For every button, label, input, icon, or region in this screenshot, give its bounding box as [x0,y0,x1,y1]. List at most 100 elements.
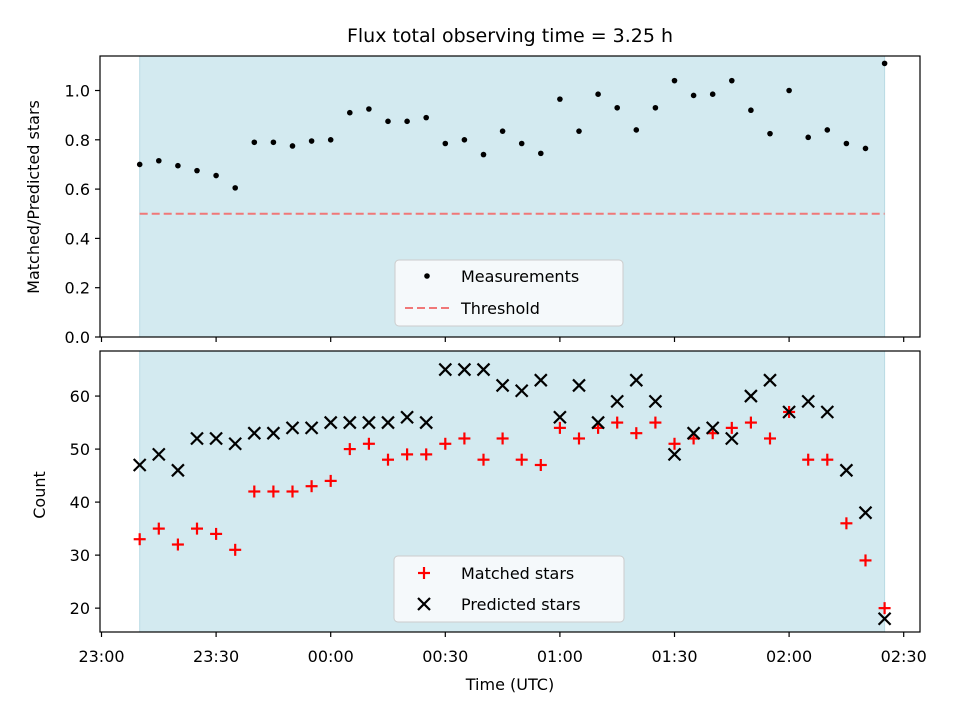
predicted-point [228,437,242,451]
predicted-point [495,378,510,393]
predicted-point [820,405,835,419]
predicted-point [667,447,682,462]
matched-point [439,437,452,450]
bottom-y-tick-label: 20 [70,599,90,618]
top-y-axis-label: Matched/Predicted stars [24,100,43,294]
bottom-y-tick-label: 40 [70,493,90,512]
measurement-point [175,162,181,169]
measurement-point [595,91,601,98]
measurement-point [366,106,372,112]
top-plot-frame [99,55,921,338]
predicted-point [591,415,605,430]
matched-point [286,485,299,498]
predicted-point [858,505,873,520]
measurement-point [480,151,487,158]
top-x-ticks [100,337,905,342]
x-axis-label: Time (UTC) [465,675,554,694]
predicted-point [266,426,281,440]
predicted-point [629,373,644,387]
predicted-point [381,415,395,430]
predicted-point [171,463,185,478]
predicted-point [553,410,567,425]
predicted-point [686,426,701,440]
top-panel: 0.0 0.2 0.4 0.6 0.8 1.0 Matched/Predicted sta… [24,55,921,347]
predicted-point [763,373,777,387]
predicted-point [419,415,433,430]
bottom-y-axis-label: Count [30,471,49,519]
matched-point [458,432,471,445]
matched-point [171,538,184,551]
measurement-point [499,128,506,134]
measurement-point [347,109,353,116]
top-legend: Measurements Threshold [394,259,624,327]
x-tick-label: 00:30 [422,647,468,666]
legend-matched: Matched stars [461,564,574,583]
matched-point [534,458,547,471]
matched-point [305,480,318,493]
matched-point [362,437,375,450]
predicted-point [323,415,338,430]
matched-point [630,427,643,440]
matched-point [725,421,738,434]
matched-point [764,432,776,445]
predicted-point [152,447,166,462]
measurement-point [442,140,449,147]
legend-predicted: Predicted stars [461,595,581,614]
top-y-tick-label: 0.4 [65,229,90,248]
measurement-point [843,140,850,147]
chart-title: Flux total observing time = 3.25 h [347,25,673,47]
measurement-point [194,167,200,174]
x-tick-label: 23:00 [78,647,124,666]
matched-point [744,416,757,429]
legend-measurements: Measurements [461,267,579,286]
measurement-point [805,134,811,141]
predicted-point [132,458,147,472]
predicted-point [190,431,204,446]
top-y-tick-label: 0.8 [65,131,90,150]
matched-point [802,453,815,466]
top-y-tick-label: 0.0 [65,328,90,347]
matched-point [382,453,394,466]
predicted-point [725,431,739,446]
measurement-point [748,107,754,114]
measurement-point [232,185,238,191]
predicted-point [457,362,472,377]
bottom-y-axis: 20 30 40 50 60 [70,387,100,618]
matched-point [859,554,872,567]
bottom-panel: 20 30 40 50 60 23:00 23:30 00:00 00:30 01:00 01:3… [30,350,927,694]
predicted-point [476,362,491,377]
measurement-point [652,104,659,111]
predicted-point [648,394,663,409]
predicted-point [247,426,262,440]
matched-point [649,416,662,429]
matched-point [496,432,509,445]
matched-point [420,448,433,461]
measurements-legend-marker [424,273,430,279]
bottom-y-tick-label: 60 [70,387,90,406]
predicted-point [438,362,453,377]
predicted-point [839,463,854,478]
measurement-point [251,139,258,146]
measurement-point [557,96,563,102]
x-tick-label: 02:00 [766,647,812,666]
measurement-point [786,87,792,94]
top-y-tick-label: 0.2 [65,279,90,298]
bottom-y-tick-label: 30 [70,546,90,565]
measurement-point [308,138,315,144]
predicted-point [304,421,319,435]
measurement-point [538,150,544,157]
x-tick-label: 02:30 [881,647,927,666]
bottom-legend: Matched stars Predicted stars [393,555,625,623]
matched-point [573,432,585,445]
measurement-point [518,140,525,147]
measurement-point [709,91,716,98]
matched-point [477,453,490,466]
matched-point [821,453,834,466]
matched-point [553,421,566,434]
measurement-point [289,143,296,149]
matched-point [611,416,624,429]
predicted-point [782,405,796,419]
matched-point [324,474,337,487]
predicted-point [801,394,815,409]
measurement-point [729,77,735,84]
